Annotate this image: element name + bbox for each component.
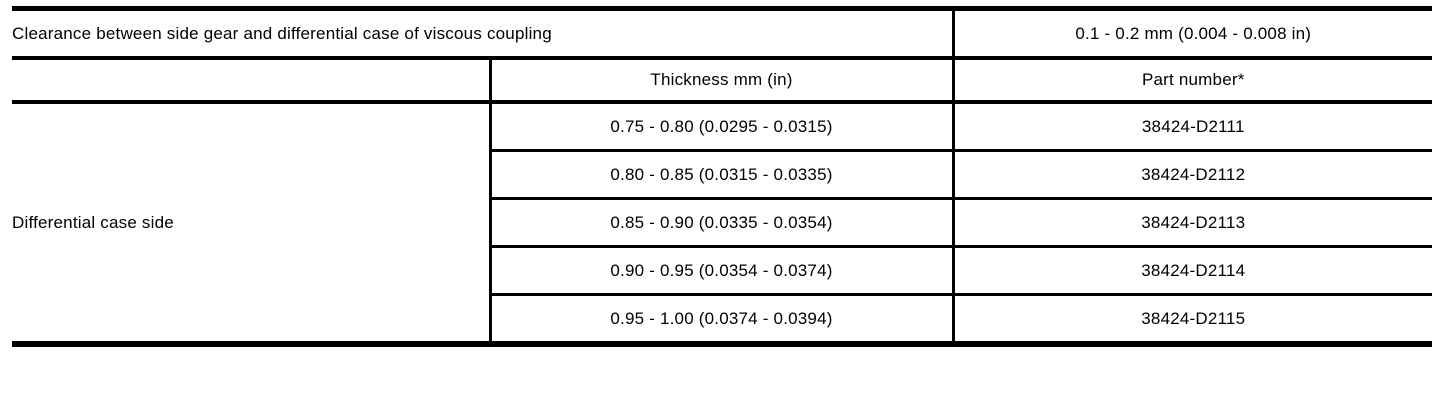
table-row: 0.85 - 0.90 (0.0335 - 0.0354) 38424-D211…	[12, 198, 1432, 248]
table-row: 0.80 - 0.85 (0.0315 - 0.0335) 38424-D211…	[12, 150, 1432, 200]
part-number-cell: 38424-D2112	[951, 150, 1432, 200]
part-number-cell: 38424-D2114	[951, 246, 1432, 296]
clearance-row: Clearance between side gear and differen…	[12, 6, 1432, 60]
table-row: 0.95 - 1.00 (0.0374 - 0.0394) 38424-D211…	[12, 294, 1432, 347]
part-number-cell: 38424-D2113	[951, 198, 1432, 248]
table-row: 0.90 - 0.95 (0.0354 - 0.0374) 38424-D211…	[12, 246, 1432, 296]
clearance-value-cell: 0.1 - 0.2 mm (0.004 - 0.008 in)	[951, 6, 1432, 60]
part-number-cell: 38424-D2111	[951, 102, 1432, 152]
part-number-header-cell: Part number*	[951, 58, 1432, 104]
group-label-cell: Differential case side	[12, 102, 490, 347]
thickness-header-cell: Thickness mm (in)	[488, 58, 953, 104]
thickness-cell: 0.85 - 0.90 (0.0335 - 0.0354)	[488, 198, 953, 248]
thickness-cell: 0.75 - 0.80 (0.0295 - 0.0315)	[488, 102, 953, 152]
header-empty-cell	[12, 58, 490, 104]
thickness-cell: 0.80 - 0.85 (0.0315 - 0.0335)	[488, 150, 953, 200]
table-row: Differential case side 0.75 - 0.80 (0.02…	[12, 102, 1432, 347]
part-number-cell: 38424-D2115	[951, 294, 1432, 347]
thickness-cell: 0.90 - 0.95 (0.0354 - 0.0374)	[488, 246, 953, 296]
shim-selection-table: Clearance between side gear and differen…	[12, 6, 1432, 347]
header-row: Thickness mm (in) Part number*	[12, 58, 1432, 104]
clearance-label-cell: Clearance between side gear and differen…	[12, 6, 953, 60]
thickness-cell: 0.95 - 1.00 (0.0374 - 0.0394)	[488, 294, 953, 347]
